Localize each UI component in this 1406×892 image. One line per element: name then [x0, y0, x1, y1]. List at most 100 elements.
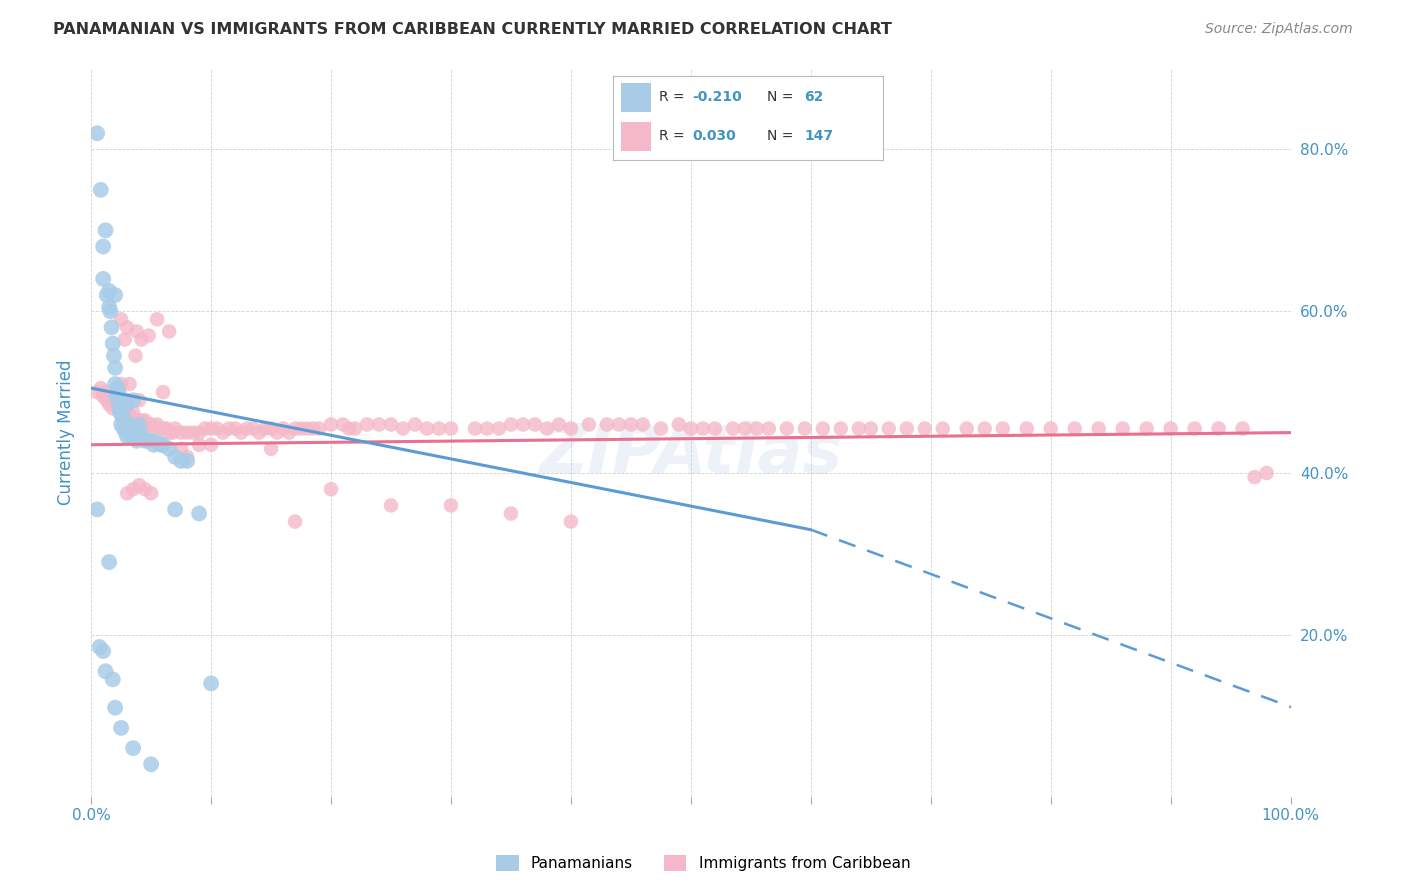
Point: [146, 435, 169, 450]
Point: [607, 417, 630, 432]
Point: [176, 425, 198, 440]
Point: [991, 421, 1014, 435]
Point: [125, 434, 148, 448]
Point: [679, 421, 702, 435]
Point: [115, 417, 138, 432]
Point: [523, 417, 546, 432]
Point: [104, 288, 127, 302]
Point: [973, 421, 995, 435]
Point: [104, 377, 127, 392]
Point: [811, 421, 834, 435]
Point: [91, 272, 114, 286]
Point: [112, 421, 135, 435]
Point: [236, 421, 259, 435]
Point: [100, 393, 122, 408]
Point: [776, 421, 799, 435]
Point: [165, 421, 187, 435]
Point: [368, 417, 391, 432]
Point: [110, 401, 132, 416]
Point: [380, 499, 402, 513]
Point: [793, 421, 815, 435]
Point: [392, 421, 415, 435]
Legend: Panamanians, Immigrants from Caribbean: Panamanians, Immigrants from Caribbean: [489, 849, 917, 877]
Point: [560, 515, 582, 529]
Point: [1160, 421, 1182, 435]
Point: [266, 425, 288, 440]
Point: [205, 421, 228, 435]
Point: [108, 405, 131, 419]
Point: [101, 336, 124, 351]
Point: [98, 397, 121, 411]
Point: [332, 417, 354, 432]
Point: [170, 442, 193, 456]
Point: [90, 183, 112, 197]
Point: [122, 421, 145, 435]
Point: [1232, 421, 1254, 435]
Point: [896, 421, 918, 435]
Point: [146, 312, 169, 326]
Point: [132, 430, 155, 444]
Point: [152, 421, 174, 435]
Point: [512, 417, 534, 432]
Point: [271, 421, 294, 435]
Point: [302, 421, 325, 435]
Point: [578, 417, 600, 432]
Point: [188, 425, 211, 440]
Point: [122, 741, 145, 756]
Point: [278, 425, 301, 440]
Y-axis label: Currently Married: Currently Married: [58, 359, 75, 506]
Point: [107, 401, 129, 416]
Point: [118, 409, 141, 424]
Point: [139, 417, 162, 432]
Point: [165, 450, 187, 464]
Point: [170, 454, 193, 468]
Point: [136, 434, 159, 448]
Point: [596, 417, 619, 432]
Point: [1087, 421, 1109, 435]
Point: [134, 434, 156, 448]
Point: [692, 421, 714, 435]
Point: [475, 421, 498, 435]
Point: [337, 421, 360, 435]
Point: [212, 425, 235, 440]
Point: [110, 397, 132, 411]
Point: [94, 223, 117, 237]
Point: [107, 401, 129, 416]
Point: [548, 417, 571, 432]
Point: [96, 288, 118, 302]
Point: [107, 397, 129, 411]
Point: [157, 425, 180, 440]
Point: [620, 417, 643, 432]
Point: [499, 507, 522, 521]
Point: [1243, 470, 1265, 484]
Point: [128, 393, 150, 408]
Point: [115, 320, 138, 334]
Point: [111, 409, 134, 424]
Point: [114, 333, 136, 347]
Point: [1063, 421, 1085, 435]
Point: [110, 721, 132, 735]
Point: [176, 454, 198, 468]
Point: [101, 401, 124, 416]
Point: [115, 425, 138, 440]
Point: [254, 421, 277, 435]
Point: [745, 421, 768, 435]
Point: [260, 421, 283, 435]
Point: [440, 499, 463, 513]
Point: [218, 421, 240, 435]
Text: ZIPAtlas: ZIPAtlas: [540, 421, 842, 487]
Point: [188, 507, 211, 521]
Point: [284, 421, 307, 435]
Point: [229, 425, 252, 440]
Point: [122, 393, 145, 408]
Point: [356, 417, 378, 432]
Point: [156, 421, 179, 435]
Point: [188, 438, 211, 452]
Point: [200, 421, 222, 435]
Point: [114, 405, 136, 419]
Point: [427, 421, 450, 435]
Point: [104, 360, 127, 375]
Point: [118, 421, 141, 435]
Point: [139, 434, 162, 448]
Point: [536, 421, 558, 435]
